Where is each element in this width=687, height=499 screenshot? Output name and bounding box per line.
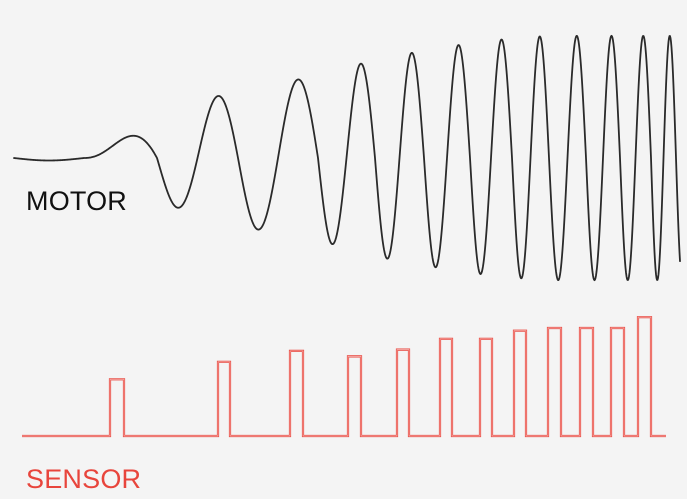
- motor-label: MOTOR: [26, 186, 127, 216]
- motor-waveform: [13, 34, 681, 282]
- sensor-label: SENSOR: [26, 464, 142, 494]
- sensor-waveform: [22, 316, 666, 438]
